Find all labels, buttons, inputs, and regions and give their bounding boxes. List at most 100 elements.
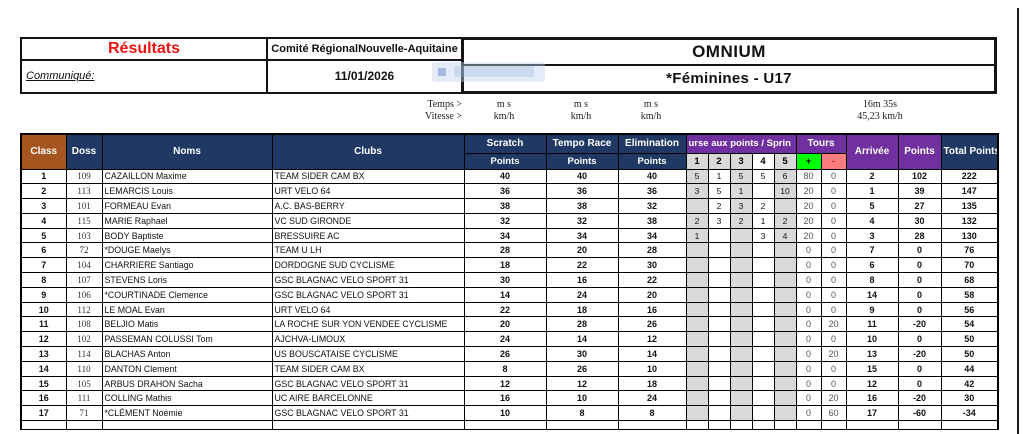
- sprint-1-cell: 5: [685, 168, 709, 185]
- sprint-4-subheader: 4: [751, 152, 775, 170]
- class-cell: 15: [20, 375, 67, 392]
- rider-name-cell: FORMEAU Evan: [101, 198, 273, 214]
- sprint-5-cell: [773, 257, 797, 274]
- elimination-points-cell: 8: [617, 405, 687, 422]
- sprint-5-cell: 10: [773, 183, 797, 200]
- class-cell: 16: [20, 390, 67, 407]
- tours-minus-cell: 20: [820, 390, 847, 407]
- club-cell: AJCHVA-LIMOUX: [271, 331, 465, 348]
- total-points-cell: 58: [940, 286, 999, 303]
- sprint-2-cell: [707, 242, 731, 259]
- sprint-3-cell: [729, 227, 753, 244]
- class-cell: 11: [20, 316, 67, 333]
- sprint-1-cell: [685, 346, 709, 362]
- rider-name-cell: *CLÉMENT Noémie: [101, 405, 273, 422]
- scratch-points-cell: 24: [463, 331, 547, 348]
- total-points-cell: 50: [940, 331, 999, 348]
- arrivee-cell: 15: [845, 360, 899, 377]
- doss-cell: 112: [65, 301, 103, 318]
- sprint-1-cell: [685, 360, 709, 377]
- sprint-2-cell: [707, 390, 731, 407]
- total-points-cell: 76: [940, 242, 999, 259]
- scratch-points-cell: 26: [463, 346, 547, 362]
- col-header-points: Points: [897, 133, 942, 170]
- empty-cell: [545, 420, 619, 431]
- class-cell: 6: [20, 242, 67, 259]
- arrivee-cell: 13: [845, 346, 899, 362]
- arrivee-cell: 5: [845, 198, 899, 214]
- tours-minus-cell: 0: [820, 360, 847, 377]
- total-points-cell: 70: [940, 257, 999, 274]
- table-row: 10 112 LE MOAL Evan URT VELO 64 22 18 16 0 0 9 0 56: [20, 301, 999, 318]
- doss-cell: 114: [65, 346, 103, 362]
- sprint-2-cell: [707, 360, 731, 377]
- scratch-points-cell: 22: [463, 301, 547, 318]
- col-header-clubs: Clubs: [271, 133, 465, 170]
- rider-name-cell: BELJIO Matis: [101, 316, 273, 333]
- tours-plus-cell: 0: [795, 346, 822, 362]
- tours-plus-cell: 80: [795, 168, 822, 185]
- tours-minus-cell: 0: [820, 286, 847, 303]
- elimination-points-cell: 22: [617, 272, 687, 288]
- sprint-2-cell: [707, 272, 731, 288]
- tempo-points-cell: 10: [545, 390, 619, 407]
- arrivee-cell: 4: [845, 212, 899, 229]
- points-cell: 0: [897, 272, 942, 288]
- empty-cell: [617, 420, 687, 431]
- temps-label: Temps >: [427, 99, 462, 110]
- class-cell: 14: [20, 360, 67, 377]
- table-row: 11 108 BELJIO Matis LA ROCHE SUR YON VENDEE…: [20, 316, 999, 333]
- points-cell: 0: [897, 242, 942, 259]
- total-points-cell: 147: [940, 183, 999, 200]
- col-header-tempo-race: Tempo Race: [545, 133, 619, 154]
- tours-plus-cell: 0: [795, 301, 822, 318]
- sprint-5-cell: [773, 242, 797, 259]
- sprint-5-cell: [773, 375, 797, 392]
- scratch-points-cell: 14: [463, 286, 547, 303]
- class-cell: 10: [20, 301, 67, 318]
- doss-cell: 104: [65, 257, 103, 274]
- tours-plus-cell: 0: [795, 257, 822, 274]
- class-cell: 1: [20, 168, 67, 185]
- club-cell: GSC BLAGNAC VELO SPORT 31: [271, 286, 465, 303]
- watermark-overlay: [432, 62, 545, 82]
- table-row: 1 109 CAZAILLON Maxime TEAM SIDER CAM BX 40 4…: [20, 168, 999, 185]
- sprint-4-cell: [751, 183, 775, 200]
- sprint-4-cell: 3: [751, 227, 775, 244]
- tours-plus-cell: 0: [795, 272, 822, 288]
- empty-cell: [685, 420, 709, 431]
- elimination-speed-unit: km/h: [640, 111, 662, 122]
- total-points-cell: -34: [940, 405, 999, 422]
- table-row: 13 114 BLACHAS Anton US BOUSCATAISE CYCLISM…: [20, 346, 999, 362]
- points-cell: 0: [897, 331, 942, 348]
- event-title: OMNIUM: [692, 42, 766, 61]
- scratch-points-cell: 28: [463, 242, 547, 259]
- arrivee-cell: 12: [845, 375, 899, 392]
- sprint-5-cell: 4: [773, 227, 797, 244]
- doss-cell: 105: [65, 375, 103, 392]
- sprint-4-cell: [751, 286, 775, 303]
- col-header-doss: Doss: [65, 133, 103, 170]
- scratch-points-cell: 8: [463, 360, 547, 377]
- club-cell: LA ROCHE SUR YON VENDEE CYCLISME: [271, 316, 465, 333]
- sprint-5-cell: [773, 331, 797, 348]
- scratch-points-cell: 34: [463, 227, 547, 244]
- class-cell: 2: [20, 183, 67, 200]
- tempo-points-cell: 22: [545, 257, 619, 274]
- sprint-3-cell: [729, 316, 753, 333]
- doss-cell: 106: [65, 286, 103, 303]
- tempo-points-cell: 38: [545, 198, 619, 214]
- sprint-5-cell: [773, 360, 797, 377]
- arrivee-cell: 2: [845, 168, 899, 185]
- scratch-points-cell: 20: [463, 316, 547, 333]
- table-row: 6 72 *DOUGE Maelys TEAM U LH 28 20 28 0 0 7 0 76: [20, 242, 999, 259]
- elimination-points-cell: 20: [617, 286, 687, 303]
- total-points-cell: 54: [940, 316, 999, 333]
- sprint-1-cell: [685, 316, 709, 333]
- tours-plus-cell: 0: [795, 405, 822, 422]
- arrivee-cell: 14: [845, 286, 899, 303]
- points-race-time: 16m 35s: [862, 99, 898, 110]
- sprint-3-cell: [729, 286, 753, 303]
- table-row: 4 115 MARIE Raphael VC SUD GIRONDE 32 32 38 2 3 2…: [20, 212, 999, 229]
- club-cell: UC AIRE BARCELONNE: [271, 390, 465, 407]
